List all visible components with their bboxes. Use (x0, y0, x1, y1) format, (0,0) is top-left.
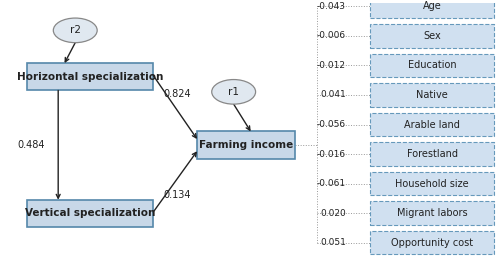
Text: Vertical specialization: Vertical specialization (24, 209, 155, 219)
Text: 0.041: 0.041 (320, 91, 346, 99)
FancyBboxPatch shape (370, 172, 494, 195)
Text: -0.043: -0.043 (317, 2, 346, 11)
Text: -0.006: -0.006 (316, 32, 346, 40)
Text: Forestland: Forestland (407, 149, 458, 159)
FancyBboxPatch shape (370, 24, 494, 48)
FancyBboxPatch shape (370, 142, 494, 166)
Text: Age: Age (423, 1, 442, 11)
FancyBboxPatch shape (370, 0, 494, 18)
FancyArrowPatch shape (65, 43, 75, 62)
Text: 0.020: 0.020 (320, 209, 346, 217)
Text: Arable land: Arable land (404, 119, 460, 130)
Text: 0.824: 0.824 (164, 89, 192, 99)
Text: -0.056: -0.056 (316, 120, 346, 129)
FancyBboxPatch shape (370, 83, 494, 107)
Text: 0.134: 0.134 (164, 190, 192, 200)
Text: Sex: Sex (424, 31, 441, 41)
Text: Native: Native (416, 90, 448, 100)
FancyBboxPatch shape (26, 200, 153, 227)
FancyBboxPatch shape (26, 63, 153, 91)
FancyBboxPatch shape (370, 231, 494, 254)
Text: 0.051: 0.051 (320, 238, 346, 247)
FancyBboxPatch shape (370, 201, 494, 225)
Circle shape (212, 79, 256, 104)
Text: -0.012: -0.012 (317, 61, 346, 70)
Text: 0.484: 0.484 (18, 140, 45, 150)
Text: Education: Education (408, 60, 457, 70)
Text: Household size: Household size (396, 179, 469, 189)
Text: -0.016: -0.016 (316, 150, 346, 158)
Circle shape (54, 18, 97, 43)
Text: Farming income: Farming income (198, 140, 293, 150)
FancyArrowPatch shape (153, 75, 196, 138)
FancyBboxPatch shape (370, 113, 494, 136)
FancyArrowPatch shape (234, 104, 250, 130)
Text: r2: r2 (70, 25, 80, 35)
Text: -0.061: -0.061 (316, 179, 346, 188)
FancyBboxPatch shape (370, 54, 494, 77)
Text: r1: r1 (228, 87, 239, 97)
FancyBboxPatch shape (197, 132, 294, 159)
FancyArrowPatch shape (153, 152, 196, 212)
Text: Horizontal specialization: Horizontal specialization (16, 72, 163, 82)
Text: Migrant labors: Migrant labors (397, 208, 468, 218)
FancyArrowPatch shape (56, 91, 60, 198)
Text: Opportunity cost: Opportunity cost (391, 238, 473, 248)
